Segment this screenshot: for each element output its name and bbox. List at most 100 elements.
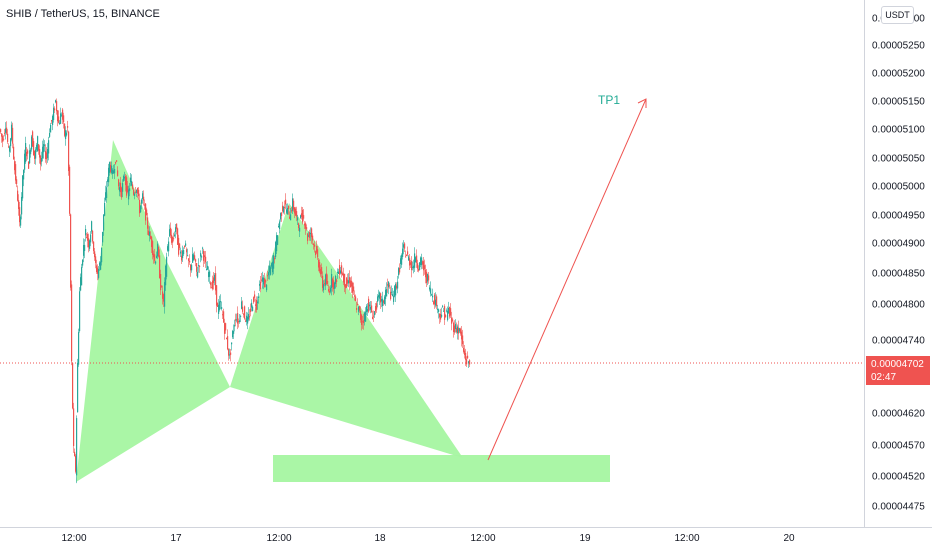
candle-body <box>103 214 105 231</box>
candle-body <box>352 282 354 293</box>
candle-body <box>218 304 220 314</box>
price-axis[interactable]: 0.000053000.000052500.000052000.00005150… <box>872 14 925 513</box>
candle-body <box>374 311 376 316</box>
candle-body <box>57 110 59 122</box>
candle-body <box>274 257 276 260</box>
candle-body <box>387 284 389 286</box>
candle-body <box>112 169 114 174</box>
candle-body <box>309 232 311 238</box>
candle-body <box>51 120 53 122</box>
currency-button[interactable]: USDT <box>881 6 914 24</box>
time-tick-label: 17 <box>170 533 182 544</box>
candle-body <box>27 150 29 154</box>
price-tick-label: 0.00004520 <box>872 472 925 483</box>
candle-body <box>256 299 258 310</box>
candle-body <box>330 287 332 292</box>
candle-body <box>141 199 143 204</box>
candle-body <box>343 273 345 283</box>
candle-body <box>186 249 188 253</box>
candle-body <box>181 255 183 261</box>
time-axis[interactable]: 12:00 17 12:00 18 12:00 19 12:00 20 <box>61 533 795 544</box>
candle-body <box>397 281 399 289</box>
candle-body <box>201 256 203 258</box>
candle-body <box>430 288 432 294</box>
candle-body <box>386 289 388 297</box>
candle-body <box>268 272 270 276</box>
candle-body <box>327 280 329 284</box>
candle-body <box>2 135 4 142</box>
candle-body <box>320 268 322 275</box>
candle-body <box>24 153 26 170</box>
candle-body <box>205 256 207 263</box>
candle-body <box>81 267 83 286</box>
price-tick-label: 0.00004475 <box>872 502 925 513</box>
candle-body <box>223 311 225 323</box>
candle-body <box>244 306 246 319</box>
candle-body <box>105 192 107 200</box>
candle-body <box>46 152 48 160</box>
candle-body <box>424 265 426 270</box>
candle-body <box>445 315 447 318</box>
candle-body <box>145 203 147 221</box>
candle-body <box>367 309 369 312</box>
harmonic-pattern-left[interactable] <box>76 140 230 482</box>
candle-body <box>108 167 110 183</box>
candle-body <box>437 308 439 310</box>
candle-body <box>434 294 436 305</box>
candle-body <box>114 169 116 174</box>
candle-body <box>364 312 366 322</box>
candle-body <box>462 335 464 345</box>
candle-body <box>296 211 298 217</box>
candle-body <box>371 305 373 313</box>
price-tick-label: 0.00005150 <box>872 97 925 108</box>
candle-body <box>238 321 240 323</box>
time-tick-label: 12:00 <box>61 533 86 544</box>
candle-body <box>71 284 73 362</box>
candle-body <box>177 228 179 245</box>
candle-body <box>157 243 159 257</box>
candle-body <box>189 260 191 263</box>
candle-body <box>115 161 117 164</box>
candle-body <box>305 223 307 229</box>
candle-body <box>405 256 407 258</box>
candle-body <box>314 244 316 247</box>
candle-body <box>124 177 126 179</box>
candle-body <box>406 255 408 257</box>
candle-body <box>423 261 425 271</box>
candle-body <box>28 161 30 169</box>
candle-body <box>92 230 94 242</box>
candle-body <box>119 187 121 192</box>
harmonic-pattern-right[interactable] <box>230 203 463 458</box>
candle-body <box>87 234 89 241</box>
candle-body <box>457 326 459 334</box>
target-zone[interactable] <box>273 455 610 482</box>
candle-body <box>143 196 145 201</box>
candle-body <box>304 223 306 226</box>
candle-body <box>13 146 15 160</box>
candle-body <box>319 262 321 272</box>
candle-body <box>283 206 285 213</box>
candle-body <box>229 354 231 356</box>
candle-body <box>259 283 261 286</box>
candle-body <box>413 265 415 269</box>
candle-body <box>356 308 358 310</box>
candle-body <box>272 261 274 273</box>
candle-body <box>254 294 256 298</box>
candle-body <box>188 258 190 261</box>
projection-arrow[interactable] <box>487 98 647 461</box>
candle-body <box>369 304 371 307</box>
candle-body <box>281 212 283 216</box>
candle-body <box>416 255 418 263</box>
candle-body <box>447 310 449 320</box>
candle-body <box>22 175 24 199</box>
candle-body <box>152 241 154 255</box>
candle-body <box>348 280 350 284</box>
candle-body <box>302 209 304 223</box>
candle-body <box>339 265 341 275</box>
candle-body <box>206 268 208 271</box>
candle-body <box>221 307 223 309</box>
candle-body <box>450 308 452 316</box>
candle-body <box>88 238 90 248</box>
candle-body <box>214 274 216 281</box>
